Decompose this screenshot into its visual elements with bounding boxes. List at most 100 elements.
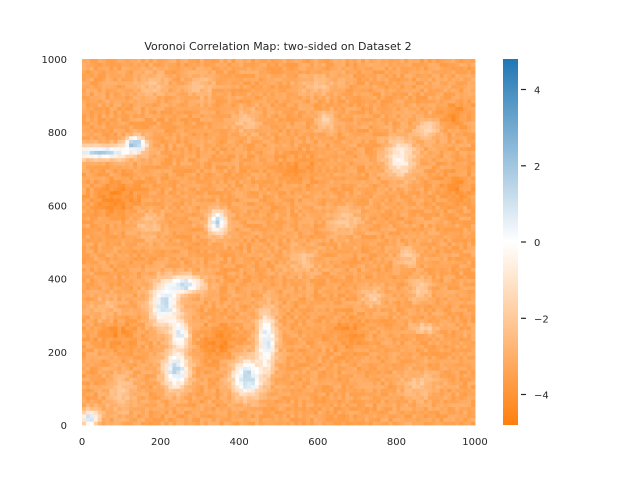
heatmap-cell	[180, 377, 185, 382]
heatmap-cell	[140, 300, 146, 305]
heatmap-cell	[223, 307, 228, 312]
heatmap-cell	[164, 381, 169, 386]
heatmap-cell	[294, 373, 299, 378]
heatmap-cell	[427, 406, 433, 411]
heatmap-cell	[180, 370, 185, 375]
heatmap-cell	[121, 421, 126, 426]
heatmap-cell	[467, 326, 472, 331]
heatmap-cell	[152, 414, 158, 419]
heatmap-cell	[121, 348, 126, 353]
heatmap-cell	[302, 267, 307, 272]
heatmap-cell	[376, 315, 382, 320]
heatmap-cell	[184, 252, 189, 258]
heatmap-cell	[408, 322, 413, 327]
heatmap-cell	[396, 271, 401, 276]
heatmap-cell	[364, 392, 370, 397]
heatmap-cell	[439, 348, 444, 353]
heatmap-cell	[333, 249, 338, 254]
heatmap-cell	[109, 362, 114, 367]
heatmap-cell	[419, 384, 425, 389]
heatmap-cell	[160, 351, 165, 356]
heatmap-cell	[341, 293, 346, 298]
heatmap-cell	[243, 256, 248, 261]
heatmap-cell	[172, 362, 177, 367]
heatmap-cell	[109, 274, 114, 279]
heatmap-cell	[105, 263, 110, 269]
heatmap-cell	[404, 318, 409, 323]
heatmap-cell	[404, 315, 409, 320]
heatmap-cell	[341, 296, 346, 301]
heatmap-cell	[184, 377, 189, 382]
heatmap-cell	[239, 252, 244, 258]
heatmap-cell	[388, 307, 393, 312]
heatmap-cell	[427, 285, 433, 290]
heatmap-cell	[203, 348, 209, 353]
heatmap-cell	[227, 315, 232, 320]
heatmap-cell	[317, 395, 323, 400]
heatmap-cell	[270, 395, 275, 400]
heatmap-cell	[317, 296, 323, 301]
heatmap-cell	[274, 329, 279, 334]
heatmap-cell	[364, 249, 370, 254]
heatmap-cell	[416, 388, 421, 393]
heatmap-cell	[207, 322, 213, 327]
heatmap-cell	[396, 406, 401, 411]
heatmap-cell	[227, 245, 232, 250]
heatmap-cell	[286, 329, 291, 334]
heatmap-cell	[129, 242, 134, 247]
heatmap-cell	[239, 373, 244, 378]
heatmap-cell	[341, 410, 346, 415]
heatmap-cell	[392, 278, 397, 283]
heatmap-cell	[137, 414, 142, 419]
heatmap-cell	[408, 403, 413, 408]
heatmap-cell	[404, 395, 409, 400]
heatmap-cell	[152, 318, 158, 323]
heatmap-cell	[239, 384, 244, 389]
heatmap-cell	[274, 296, 279, 301]
heatmap-cell	[195, 399, 201, 404]
heatmap-cell	[223, 395, 228, 400]
heatmap-cell	[380, 388, 386, 393]
heatmap-cell	[235, 355, 240, 360]
heatmap-cell	[82, 333, 87, 338]
heatmap-cell	[227, 355, 232, 360]
heatmap-cell	[471, 322, 476, 327]
heatmap-cell	[364, 311, 370, 316]
heatmap-cell	[160, 304, 165, 309]
heatmap-cell	[93, 417, 99, 422]
heatmap-cell	[302, 282, 307, 287]
heatmap-cell	[447, 322, 452, 327]
heatmap-cell	[164, 263, 169, 269]
heatmap-cell	[93, 278, 99, 283]
heatmap-cell	[286, 388, 291, 393]
heatmap-cell	[184, 318, 189, 323]
heatmap-cell	[364, 417, 370, 422]
heatmap-cell	[133, 337, 138, 342]
heatmap-cell	[317, 344, 323, 349]
heatmap-cell	[431, 370, 437, 375]
heatmap-cell	[416, 315, 421, 320]
heatmap-cell	[372, 300, 378, 305]
heatmap-cell	[427, 403, 433, 408]
heatmap-cell	[195, 242, 201, 247]
heatmap-cell	[408, 249, 413, 254]
heatmap-cell	[195, 395, 201, 400]
heatmap-cell	[82, 263, 87, 269]
heatmap-cell	[333, 410, 338, 415]
heatmap-cell	[416, 282, 421, 287]
heatmap-cell	[364, 260, 370, 265]
heatmap-cell	[164, 311, 169, 316]
heatmap-cell	[443, 348, 448, 353]
heatmap-cell	[317, 388, 323, 393]
heatmap-cell	[345, 263, 350, 269]
heatmap-cell	[270, 351, 275, 356]
heatmap-cell	[294, 278, 299, 283]
heatmap-cell	[463, 245, 468, 250]
heatmap-cell	[274, 359, 279, 364]
heatmap-cell	[266, 348, 272, 353]
heatmap-cell	[227, 333, 232, 338]
heatmap-cell	[144, 388, 150, 393]
heatmap-cell	[325, 403, 330, 408]
heatmap-cell	[294, 260, 299, 265]
heatmap-cell	[105, 395, 110, 400]
